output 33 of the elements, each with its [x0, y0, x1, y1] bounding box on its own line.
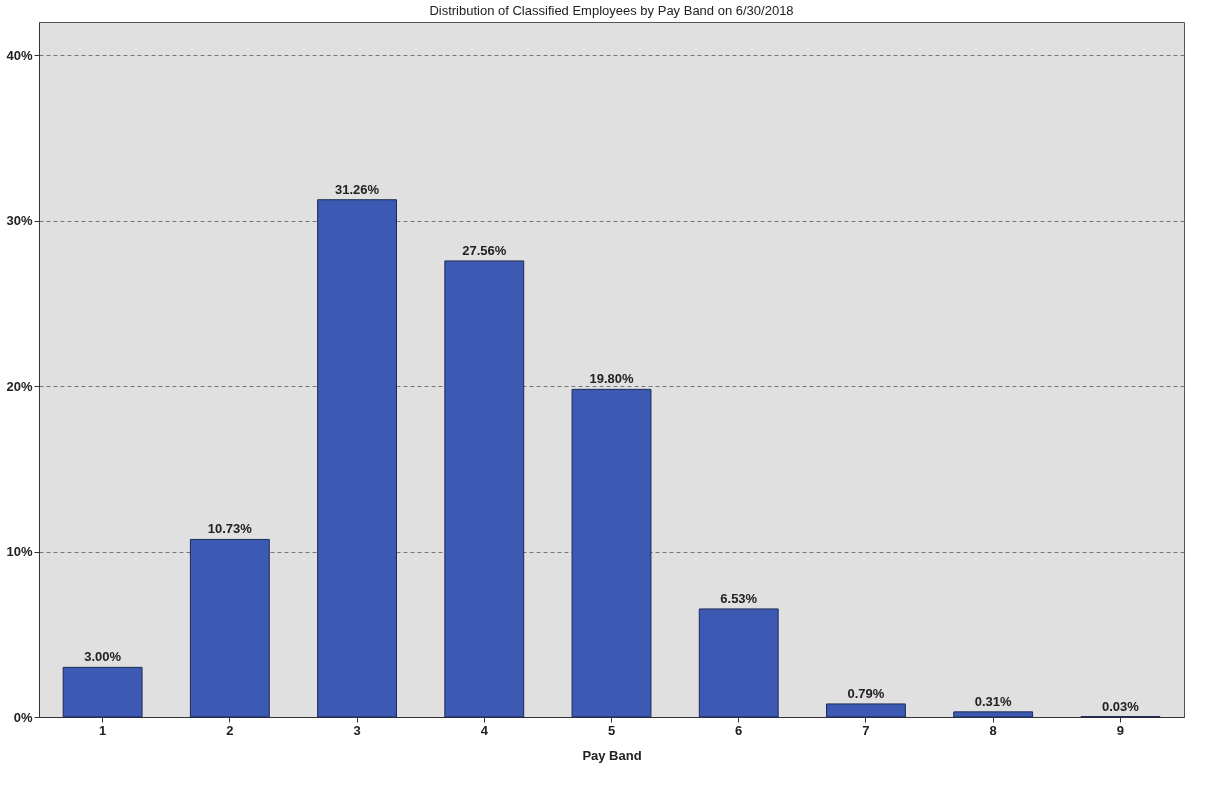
- x-tick-label: 2: [226, 722, 234, 738]
- y-tick-label: 30%: [6, 213, 33, 229]
- data-label: 0.03%: [1101, 698, 1140, 714]
- bar: [698, 608, 779, 718]
- x-tick-label: 1: [98, 722, 107, 738]
- data-label: 0.31%: [974, 693, 1013, 709]
- data-label: 6.53%: [720, 590, 758, 606]
- data-label: 19.80%: [589, 371, 634, 387]
- x-tick-label: 6: [735, 722, 743, 738]
- x-tick-label: 9: [1116, 722, 1125, 738]
- bar: [571, 388, 652, 718]
- x-tick-label: 4: [480, 722, 489, 738]
- bar: [62, 666, 143, 718]
- chart-title: Distribution of Classified Employees by Pay Band on 6/30/2018: [429, 3, 794, 18]
- data-label: 27.56%: [462, 242, 507, 258]
- x-tick-label: 3: [353, 722, 361, 738]
- data-label: 0.79%: [847, 685, 885, 701]
- y-tick-label: 0%: [13, 709, 33, 725]
- x-tick-label: 8: [989, 722, 997, 738]
- data-label: 3.00%: [84, 649, 122, 665]
- x-tick-label: 7: [862, 722, 870, 738]
- bar: [826, 703, 906, 718]
- data-label: 10.73%: [207, 521, 253, 537]
- bar: [317, 199, 397, 718]
- y-tick-label: 10%: [6, 544, 33, 560]
- x-axis-title: Pay Band: [582, 747, 642, 763]
- bar: [444, 260, 525, 718]
- y-tick-label: 20%: [6, 378, 33, 394]
- data-label: 31.26%: [335, 181, 380, 197]
- y-tick-label: 40%: [6, 47, 33, 63]
- bar: [953, 711, 1034, 718]
- x-tick-label: 5: [607, 722, 616, 738]
- bar: [189, 538, 270, 718]
